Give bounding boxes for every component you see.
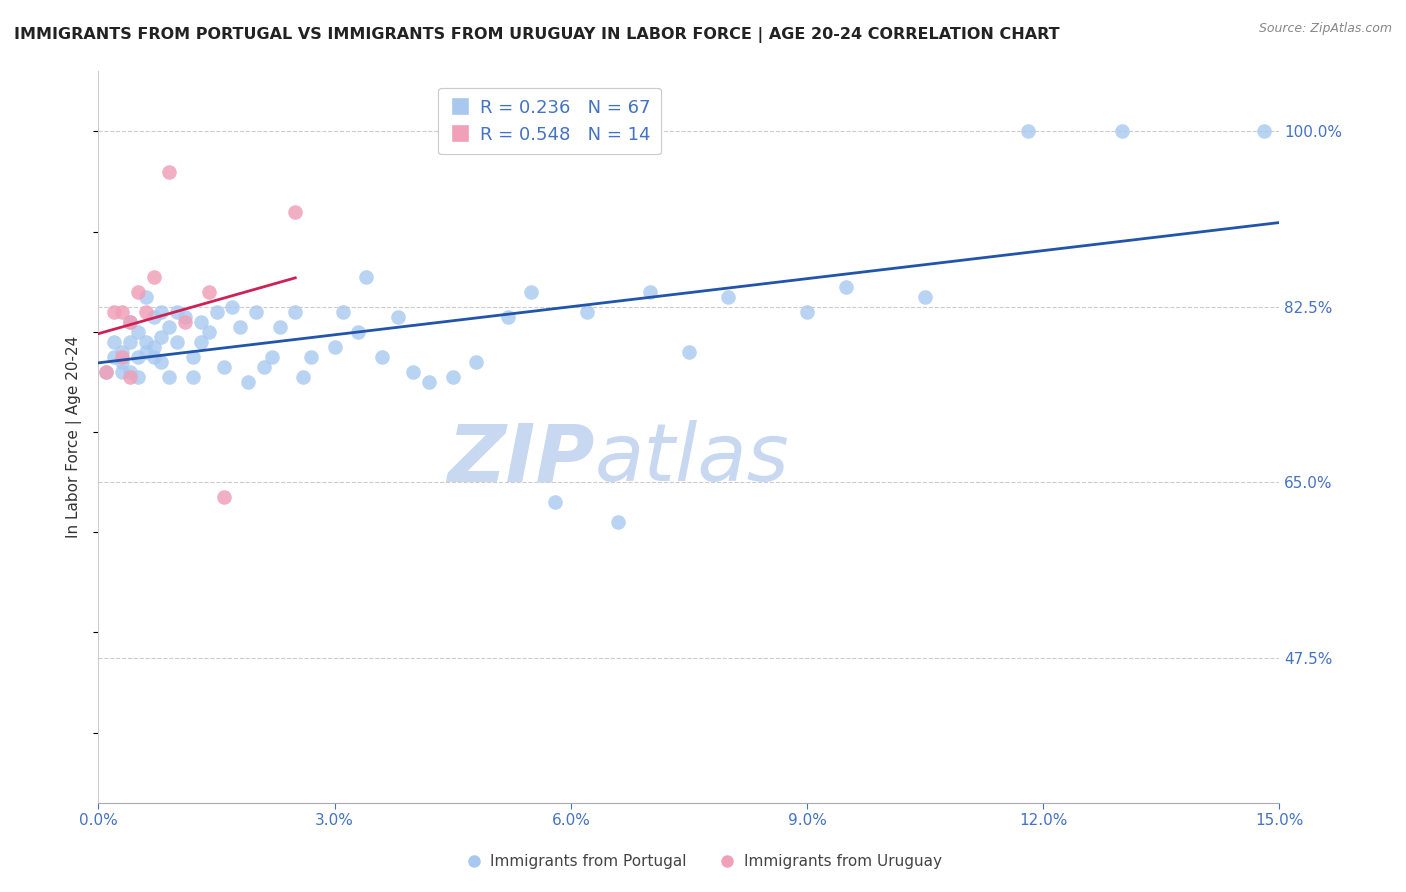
Point <box>796 305 818 319</box>
Point <box>118 315 141 329</box>
Point <box>229 319 252 334</box>
Point <box>150 305 173 319</box>
Point <box>269 319 291 334</box>
Y-axis label: In Labor Force | Age 20-24: In Labor Force | Age 20-24 <box>66 336 83 538</box>
Point <box>214 359 236 374</box>
Point <box>1017 124 1039 138</box>
Point <box>118 315 141 329</box>
Point <box>190 334 212 349</box>
Point <box>292 370 315 384</box>
Point <box>103 334 125 349</box>
Point <box>323 340 346 354</box>
Point <box>575 305 598 319</box>
Point <box>142 310 165 324</box>
Point <box>111 345 134 359</box>
Point <box>638 285 661 299</box>
Text: Source: ZipAtlas.com: Source: ZipAtlas.com <box>1258 22 1392 36</box>
Point <box>111 350 134 364</box>
Point <box>544 495 567 509</box>
Point <box>166 305 188 319</box>
Point <box>150 330 173 344</box>
Point <box>135 345 157 359</box>
Point <box>678 345 700 359</box>
Point <box>150 355 173 369</box>
Point <box>118 370 141 384</box>
Point <box>142 269 165 284</box>
Point <box>142 340 165 354</box>
Point <box>1253 124 1275 138</box>
Point <box>402 365 425 379</box>
Point <box>197 285 219 299</box>
Text: atlas: atlas <box>595 420 789 498</box>
Point <box>299 350 322 364</box>
Point <box>127 370 149 384</box>
Point <box>441 370 464 384</box>
Point <box>520 285 543 299</box>
Point <box>214 490 236 504</box>
Point <box>835 280 858 294</box>
Point <box>181 370 204 384</box>
Point <box>157 319 180 334</box>
Point <box>118 365 141 379</box>
Point <box>260 350 283 364</box>
Point <box>142 350 165 364</box>
Point <box>111 305 134 319</box>
Point <box>111 365 134 379</box>
Point <box>181 350 204 364</box>
Legend: R = 0.236   N = 67, R = 0.548   N = 14: R = 0.236 N = 67, R = 0.548 N = 14 <box>439 87 661 154</box>
Point <box>103 305 125 319</box>
Point <box>465 355 488 369</box>
Point <box>157 370 180 384</box>
Point <box>135 290 157 304</box>
Point <box>205 305 228 319</box>
Point <box>166 334 188 349</box>
Point <box>253 359 276 374</box>
Point <box>496 310 519 324</box>
Point <box>371 350 394 364</box>
Point <box>118 334 141 349</box>
Point <box>127 285 149 299</box>
Point <box>190 315 212 329</box>
Point <box>127 350 149 364</box>
Point <box>221 300 243 314</box>
Point <box>157 164 180 178</box>
Point <box>96 365 118 379</box>
Text: IMMIGRANTS FROM PORTUGAL VS IMMIGRANTS FROM URUGUAY IN LABOR FORCE | AGE 20-24 C: IMMIGRANTS FROM PORTUGAL VS IMMIGRANTS F… <box>14 27 1060 43</box>
Text: ZIP: ZIP <box>447 420 595 498</box>
Point <box>717 290 740 304</box>
Point <box>607 515 630 529</box>
Point <box>127 325 149 339</box>
Point <box>236 375 259 389</box>
Legend: Immigrants from Portugal, Immigrants from Uruguay: Immigrants from Portugal, Immigrants fro… <box>458 848 948 875</box>
Point <box>111 355 134 369</box>
Point <box>914 290 936 304</box>
Point <box>197 325 219 339</box>
Point <box>103 350 125 364</box>
Point <box>284 204 307 219</box>
Point <box>245 305 267 319</box>
Point <box>1111 124 1133 138</box>
Point <box>418 375 440 389</box>
Point <box>96 365 118 379</box>
Point <box>174 315 197 329</box>
Point <box>347 325 370 339</box>
Point <box>387 310 409 324</box>
Point <box>135 334 157 349</box>
Point <box>284 305 307 319</box>
Point <box>135 305 157 319</box>
Point <box>332 305 354 319</box>
Point <box>174 310 197 324</box>
Point <box>354 269 377 284</box>
